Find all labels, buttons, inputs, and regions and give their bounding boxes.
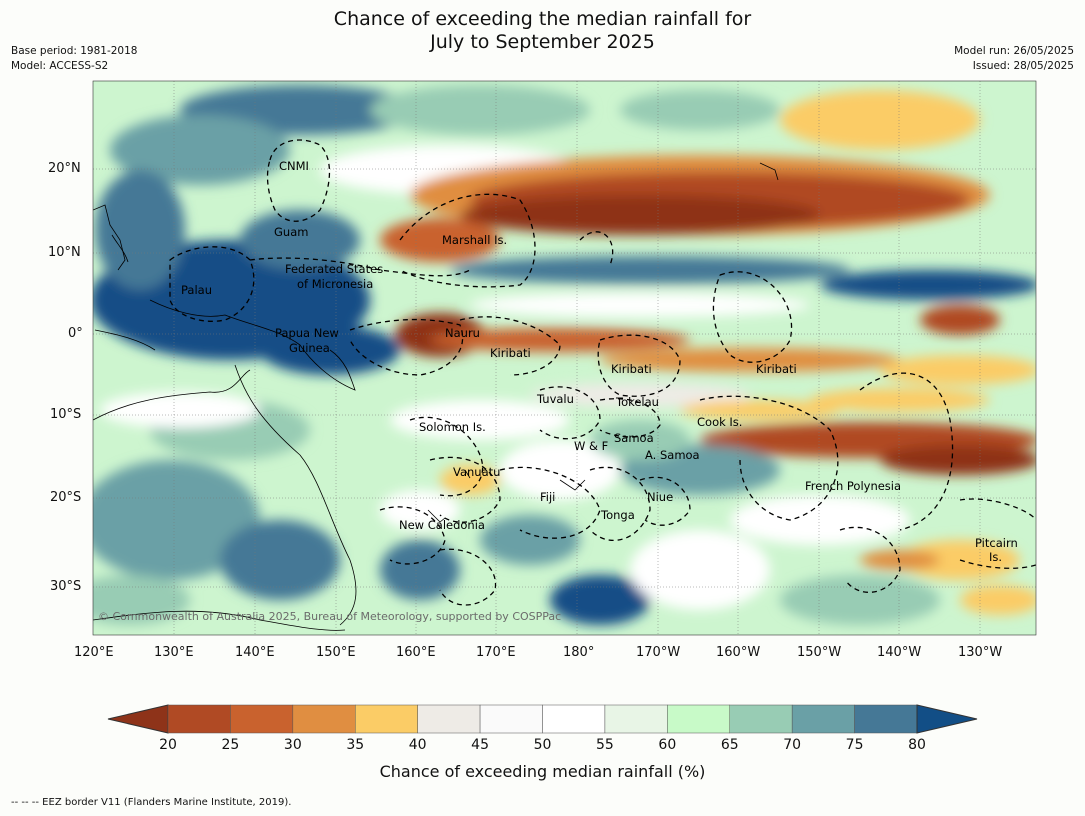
colorbar-tick-label: 40 bbox=[408, 737, 427, 753]
place-label-pitcairn: Pitcairn bbox=[975, 536, 1018, 550]
place-label-kiribati-central: Kiribati bbox=[611, 362, 652, 376]
place-label-png-line2: Guinea bbox=[289, 341, 330, 355]
place-label-tokelau: Tokelau bbox=[616, 395, 659, 409]
colorbar-swatch bbox=[729, 704, 793, 734]
issued-date: Issued: 28/05/2025 bbox=[972, 60, 1074, 72]
meta-left: Base period: 1981-2018 Model: ACCESS-S2 bbox=[11, 44, 137, 74]
model-run: Model run: 26/05/2025 bbox=[954, 45, 1074, 57]
colorbar-high-extension bbox=[916, 704, 978, 734]
colorbar-swatch bbox=[292, 704, 356, 734]
x-tick-label: 170°E bbox=[476, 645, 516, 660]
place-label-png: Papua New bbox=[275, 326, 339, 340]
place-label-fsm: Federated States bbox=[285, 262, 384, 276]
colorbar-tick-label: 65 bbox=[720, 737, 739, 753]
y-tick-label: 30°S bbox=[50, 579, 82, 594]
colorbar-swatch bbox=[791, 704, 855, 734]
eez-footnote: -- -- -- EEZ border V11 (Flanders Marine… bbox=[11, 797, 292, 808]
x-tick-label: 150°E bbox=[316, 645, 356, 660]
colorbar-tick-label: 50 bbox=[533, 737, 552, 753]
map-title-line2: July to September 2025 bbox=[430, 31, 655, 53]
colorbar-tick-label: 35 bbox=[346, 737, 365, 753]
map-title: Chance of exceeding the median rainfall … bbox=[0, 8, 1085, 54]
coastlines bbox=[93, 162, 779, 631]
colorbar-swatch bbox=[167, 704, 231, 734]
place-label-tonga: Tonga bbox=[601, 508, 635, 522]
x-tick-label: 160°W bbox=[716, 645, 761, 660]
place-label-cook-is: Cook Is. bbox=[697, 415, 743, 429]
colorbar-swatch bbox=[355, 704, 418, 734]
colorbar-tick-label: 25 bbox=[221, 737, 240, 753]
place-label-american-samoa: A. Samoa bbox=[645, 448, 700, 462]
colorbar-low-extension bbox=[107, 704, 169, 734]
colorbar bbox=[107, 704, 978, 734]
colorbar-swatch bbox=[604, 704, 668, 734]
colorbar-swatch bbox=[479, 704, 543, 734]
colorbar-tick-label: 80 bbox=[908, 737, 926, 753]
place-label-fsm-line2: of Micronesia bbox=[297, 277, 374, 291]
colorbar-swatch bbox=[667, 704, 730, 734]
map-title-line1: Chance of exceeding the median rainfall … bbox=[333, 8, 752, 30]
colorbar-swatch bbox=[854, 704, 918, 734]
x-tick-label: 180° bbox=[563, 645, 595, 660]
x-tick-label: 130°W bbox=[958, 645, 1003, 660]
place-label-niue: Niue bbox=[647, 490, 674, 504]
y-tick-label: 0° bbox=[68, 326, 83, 341]
place-label-palau: Palau bbox=[181, 283, 212, 297]
colorbar-tick-label: 30 bbox=[283, 737, 302, 753]
eez-borders bbox=[169, 139, 1036, 606]
colorbar-tick-label: 55 bbox=[595, 737, 614, 753]
place-label-cnmi: CNMI bbox=[279, 159, 309, 173]
colorbar-tick-label: 60 bbox=[658, 737, 677, 753]
colorbar-swatch bbox=[542, 704, 606, 734]
graticule bbox=[93, 81, 1036, 635]
model-name: Model: ACCESS-S2 bbox=[11, 60, 109, 72]
x-tick-label: 140°E bbox=[235, 645, 275, 660]
y-tick-label: 20°N bbox=[48, 161, 81, 176]
colorbar-tick-label: 70 bbox=[783, 737, 802, 753]
place-label-pitcairn-line2: Is. bbox=[989, 550, 1003, 564]
place-label-samoa: Samoa bbox=[614, 431, 654, 445]
y-tick-label: 10°N bbox=[48, 245, 81, 260]
x-tick-label: 160°E bbox=[396, 645, 436, 660]
colorbar-tick-label: 45 bbox=[471, 737, 489, 753]
place-label-new-caledonia: New Caledonia bbox=[399, 518, 485, 532]
colorbar-tick-label: 20 bbox=[159, 737, 177, 753]
place-label-tuvalu: Tuvalu bbox=[537, 392, 574, 406]
colorbar-swatch bbox=[230, 704, 294, 734]
y-tick-label: 20°S bbox=[50, 490, 82, 505]
copyright-notice: © Commonwealth of Australia 2025, Bureau… bbox=[98, 610, 562, 623]
colorbar-tick-label: 75 bbox=[845, 737, 864, 753]
rainfall-probability-field bbox=[93, 81, 1036, 635]
x-tick-label: 150°W bbox=[797, 645, 842, 660]
x-tick-label: 130°E bbox=[154, 645, 194, 660]
colorbar-label: Chance of exceeding median rainfall (%) bbox=[379, 762, 706, 781]
x-tick-label: 140°W bbox=[877, 645, 922, 660]
place-label-french-polynesia: French Polynesia bbox=[805, 479, 902, 493]
colorbar-swatch bbox=[417, 704, 481, 734]
place-label-kiribati-east: Kiribati bbox=[756, 362, 797, 376]
meta-right: Model run: 26/05/2025 Issued: 28/05/2025 bbox=[954, 44, 1074, 74]
place-label-kiribati-west: Kiribati bbox=[490, 346, 531, 360]
base-period: Base period: 1981-2018 bbox=[11, 45, 138, 57]
place-label-marshall-is: Marshall Is. bbox=[442, 233, 508, 247]
place-label-guam: Guam bbox=[274, 225, 309, 239]
y-tick-label: 10°S bbox=[50, 407, 82, 422]
place-label-fiji: Fiji bbox=[540, 490, 556, 504]
x-tick-label: 120°E bbox=[74, 645, 114, 660]
place-label-vanuatu: Vanuatu bbox=[453, 465, 501, 479]
x-tick-label: 170°W bbox=[636, 645, 681, 660]
place-label-solomon-is: Solomon Is. bbox=[419, 420, 486, 434]
map-frame bbox=[92, 80, 1037, 636]
place-label-wallis-futuna: W & F bbox=[574, 439, 609, 453]
place-label-nauru: Nauru bbox=[445, 326, 480, 340]
